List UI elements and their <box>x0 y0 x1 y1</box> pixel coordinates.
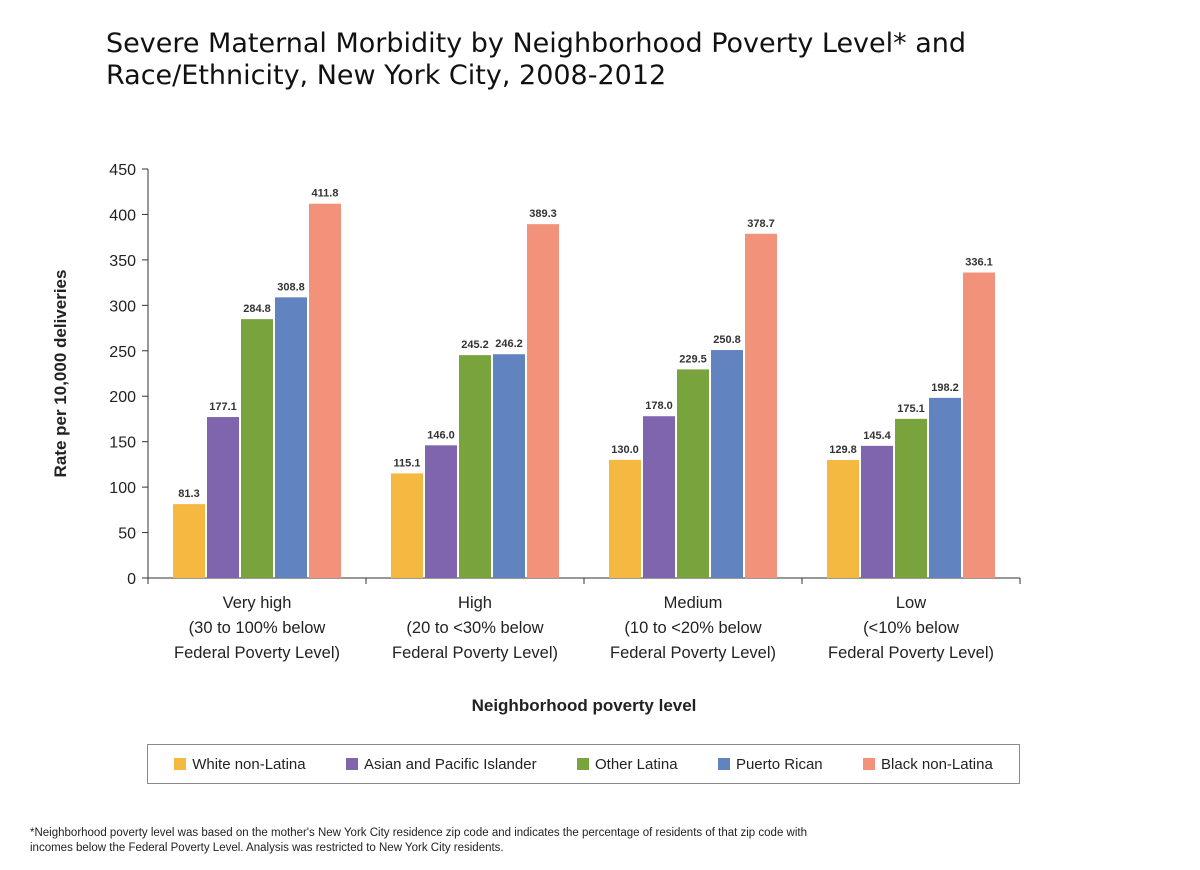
data-label: 245.2 <box>461 339 489 351</box>
bar <box>677 369 709 578</box>
x-axis-title: Neighborhood poverty level <box>472 696 697 715</box>
data-label: 378.7 <box>747 218 775 230</box>
bar <box>391 473 423 578</box>
data-label: 246.2 <box>495 338 523 350</box>
legend-swatch <box>174 758 187 770</box>
legend-label: Puerto Rican <box>735 755 823 773</box>
y-tick-label: 250 <box>109 344 136 361</box>
y-tick-label: 300 <box>109 298 136 315</box>
data-label: 145.4 <box>863 430 891 442</box>
bar <box>711 350 743 578</box>
data-label: 130.0 <box>611 444 639 456</box>
legend-item: Puerto Rican <box>717 755 823 773</box>
bar <box>963 272 995 578</box>
bar <box>895 418 927 578</box>
data-label: 284.8 <box>243 303 271 315</box>
bar <box>425 445 457 578</box>
bar <box>275 297 307 578</box>
bar <box>493 354 525 578</box>
bar <box>207 417 239 578</box>
y-axis-title: Rate per 10,000 deliveries <box>51 270 70 478</box>
legend-item: Asian and Pacific Islander <box>345 755 537 773</box>
data-label: 146.0 <box>427 429 455 441</box>
legend-swatch <box>717 758 730 770</box>
x-tick-label: Federal Poverty Level) <box>610 644 776 662</box>
data-label: 198.2 <box>931 382 959 394</box>
data-label: 115.1 <box>394 457 421 469</box>
legend-swatch <box>863 758 876 770</box>
bar <box>643 416 675 578</box>
chart-title-line-1: Severe Maternal Morbidity by Neighborhoo… <box>106 28 967 59</box>
bar <box>527 224 559 578</box>
chart-title-line-2: Race/Ethnicity, New York City, 2008-2012 <box>106 60 667 91</box>
y-tick-label: 100 <box>109 480 136 497</box>
y-tick-label: 150 <box>109 435 136 452</box>
y-tick-label: 0 <box>127 571 136 588</box>
legend-swatch <box>345 758 358 770</box>
bar <box>861 445 893 578</box>
bar-chart: 0 50 100 150 200 250 300 350 400 450 81.3 177.1 284.… <box>51 162 1021 715</box>
legend-label: White non-Latina <box>192 755 306 773</box>
footnote: *Neighborhood poverty level was based on… <box>30 826 1050 856</box>
bar <box>173 504 205 578</box>
x-tick-label: (30 to 100% below <box>189 619 326 637</box>
y-tick-label: 450 <box>109 162 136 179</box>
x-tick-label: (20 to <30% below <box>406 619 543 637</box>
bar <box>309 203 341 579</box>
data-label: 308.8 <box>277 281 305 293</box>
legend-item: Other Latina <box>576 755 678 773</box>
y-tick-label: 200 <box>109 389 136 406</box>
data-label: 411.8 <box>312 188 339 200</box>
footnote-line-1: *Neighborhood poverty level was based on… <box>30 827 807 839</box>
x-tick-label: Federal Poverty Level) <box>174 644 340 662</box>
x-tick-label: Low <box>896 594 926 612</box>
legend-label: Asian and Pacific Islander <box>363 755 537 773</box>
chart-legend: White non-Latina Asian and Pacific Island… <box>147 744 1020 784</box>
data-label: 229.5 <box>679 353 707 365</box>
x-tick-label: Federal Poverty Level) <box>828 644 994 662</box>
data-label: 336.1 <box>965 257 993 269</box>
x-tick-label: Federal Poverty Level) <box>392 644 558 662</box>
bar <box>459 355 491 578</box>
data-label: 175.1 <box>897 403 925 415</box>
x-tick-label: (<10% below <box>863 619 959 637</box>
footnote-line-2: incomes below the Federal Poverty Level.… <box>30 842 504 854</box>
y-tick-label: 400 <box>109 207 136 224</box>
bar <box>745 233 777 578</box>
data-label: 177.1 <box>209 401 237 413</box>
x-tick-label: Medium <box>664 594 723 612</box>
x-tick-label: High <box>458 594 492 612</box>
bar <box>929 397 961 578</box>
data-label: 81.3 <box>178 488 199 500</box>
bar <box>827 460 859 578</box>
y-tick-label: 50 <box>118 526 136 543</box>
data-label: 250.8 <box>713 334 741 346</box>
x-tick-label: (10 to <20% below <box>624 619 761 637</box>
legend-item: White non-Latina <box>174 755 306 773</box>
data-label: 129.8 <box>829 444 857 456</box>
chart-title: Severe Maternal Morbidity by Neighborhoo… <box>106 28 1106 92</box>
legend-item: Black non-Latina <box>863 756 993 773</box>
legend-swatch <box>576 758 589 770</box>
bar <box>241 319 273 578</box>
data-label: 389.3 <box>529 208 557 220</box>
bar <box>609 459 641 578</box>
legend-label: Black non-Latina <box>881 755 993 773</box>
data-label: 178.0 <box>645 400 673 412</box>
x-tick-label: Very high <box>223 594 292 612</box>
y-tick-label: 350 <box>109 253 136 270</box>
legend-label: Other Latina <box>594 755 678 773</box>
